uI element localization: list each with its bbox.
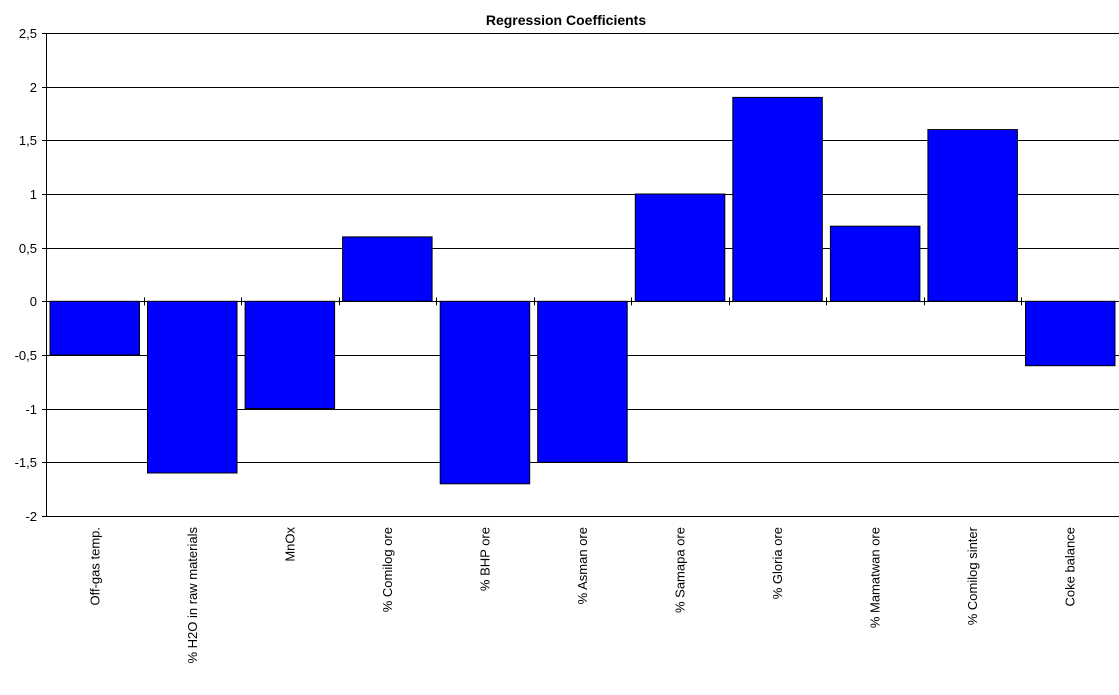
bar bbox=[440, 301, 530, 484]
x-tick-label: % Gloria ore bbox=[770, 527, 785, 599]
x-tick-labels: Off-gas temp. % H2O in raw materials MnOx%… bbox=[87, 526, 1077, 663]
y-tick-label: 2,5 bbox=[19, 26, 37, 41]
y-tick-labels: 2,5 2 1,5 1 0,5 0 -0,5 -1 -1,5 -2 bbox=[15, 26, 37, 524]
y-tick-label: 2 bbox=[30, 80, 37, 95]
x-tick-label: % BHP ore bbox=[477, 527, 492, 591]
y-tick-label: 1 bbox=[30, 187, 37, 202]
y-tick-label: 0 bbox=[30, 294, 37, 309]
x-tick-label: % Asman ore bbox=[575, 527, 590, 604]
x-tick-label: % Comilog sinter bbox=[965, 526, 980, 625]
bar bbox=[343, 237, 433, 301]
bar bbox=[50, 301, 140, 355]
y-tick-label: -1 bbox=[25, 402, 37, 417]
x-tick-label: Coke balance bbox=[1063, 527, 1078, 607]
x-tick-label: % Comilog ore bbox=[380, 527, 395, 612]
bar bbox=[1026, 301, 1116, 365]
y-tick-label: -1,5 bbox=[15, 455, 37, 470]
y-tick-label: -0,5 bbox=[15, 348, 37, 363]
x-tick-label: % Samapa ore bbox=[673, 527, 688, 613]
chart-title: Regression Coefficients bbox=[486, 12, 646, 28]
bar bbox=[538, 301, 628, 462]
x-tick-label: MnOx bbox=[282, 527, 297, 562]
x-tick-label: % Mamatwan ore bbox=[868, 527, 883, 628]
bar bbox=[148, 301, 238, 473]
x-tick-label: Off-gas temp. bbox=[87, 527, 102, 606]
bar bbox=[830, 226, 920, 301]
bar bbox=[635, 194, 725, 301]
y-tick-label: 1,5 bbox=[19, 133, 37, 148]
x-tick-label: % H2O in raw materials bbox=[185, 527, 200, 664]
bar bbox=[245, 301, 335, 408]
bar bbox=[733, 97, 823, 301]
y-tick-label: -2 bbox=[25, 509, 37, 524]
y-tick-label: 0,5 bbox=[19, 241, 37, 256]
bars bbox=[50, 97, 1115, 483]
bar bbox=[928, 130, 1018, 302]
